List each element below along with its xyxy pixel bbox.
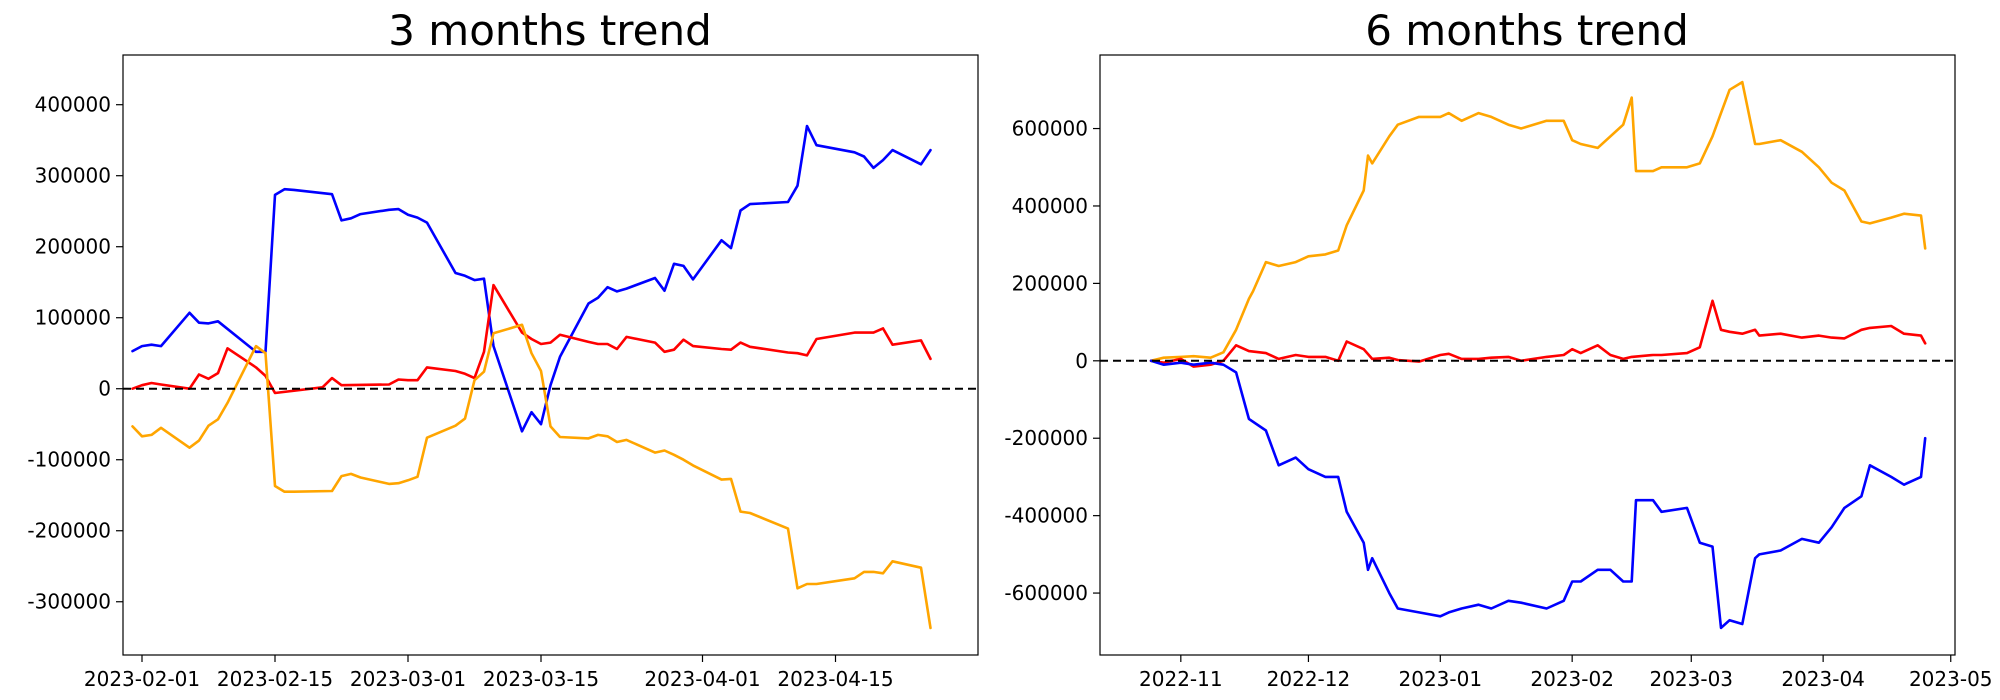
y-tick-label: -200000 xyxy=(27,519,111,543)
y-tick-label: 400000 xyxy=(35,93,111,117)
y-tick-label: 200000 xyxy=(35,235,111,259)
y-tick-label: -200000 xyxy=(1004,426,1088,450)
x-tick-label: 2023-03 xyxy=(1649,667,1733,691)
x-tick-label: 2023-04-01 xyxy=(644,667,760,691)
y-tick-label: 300000 xyxy=(35,164,111,188)
x-tick-label: 2022-12 xyxy=(1267,667,1351,691)
x-tick-label: 2023-04-15 xyxy=(777,667,893,691)
y-tick-label: 400000 xyxy=(1012,194,1088,218)
series-line-3 xyxy=(131,323,932,630)
x-tick-label: 2023-05 xyxy=(1909,667,1993,691)
series-line-2 xyxy=(1149,299,1927,368)
series-line-2 xyxy=(131,283,932,395)
x-tick-label: 2023-01 xyxy=(1399,667,1483,691)
x-tick-label: 2023-02 xyxy=(1530,667,1614,691)
plot-area-frame xyxy=(122,54,979,656)
chart-title: 6 months trend xyxy=(1365,6,1689,55)
y-tick-label: 200000 xyxy=(1012,271,1088,295)
x-tick-label: 2023-03-01 xyxy=(350,667,466,691)
y-tick-label: 600000 xyxy=(1012,117,1088,141)
series-line-1 xyxy=(131,124,932,433)
series-line-3 xyxy=(1149,359,1927,630)
x-tick-label: 2023-03-15 xyxy=(483,667,599,691)
chart-panel-2: 6 months trend -600000 -400000 -200000 0 2000… xyxy=(1004,6,1992,691)
y-tick-label: 0 xyxy=(1075,349,1088,373)
x-tick-label: 2022-11 xyxy=(1139,667,1223,691)
y-tick-label: -400000 xyxy=(1004,504,1088,528)
y-tick-label: 0 xyxy=(98,377,111,401)
x-tick-label: 2023-02-15 xyxy=(217,667,333,691)
y-tick-label: -100000 xyxy=(27,448,111,472)
x-tick-label: 2023-02-01 xyxy=(84,667,200,691)
chart-title: 3 months trend xyxy=(388,6,712,55)
y-tick-label: 100000 xyxy=(35,306,111,330)
y-tick-label: -600000 xyxy=(1004,581,1088,605)
x-tick-label: 2023-04 xyxy=(1781,667,1865,691)
y-tick-label: -300000 xyxy=(27,590,111,614)
chart-panel-1: 3 months trend -300000 -200000 -100000 0 1000… xyxy=(27,6,979,691)
series-line-1 xyxy=(1149,80,1927,363)
plot-area-frame xyxy=(1099,54,1956,656)
